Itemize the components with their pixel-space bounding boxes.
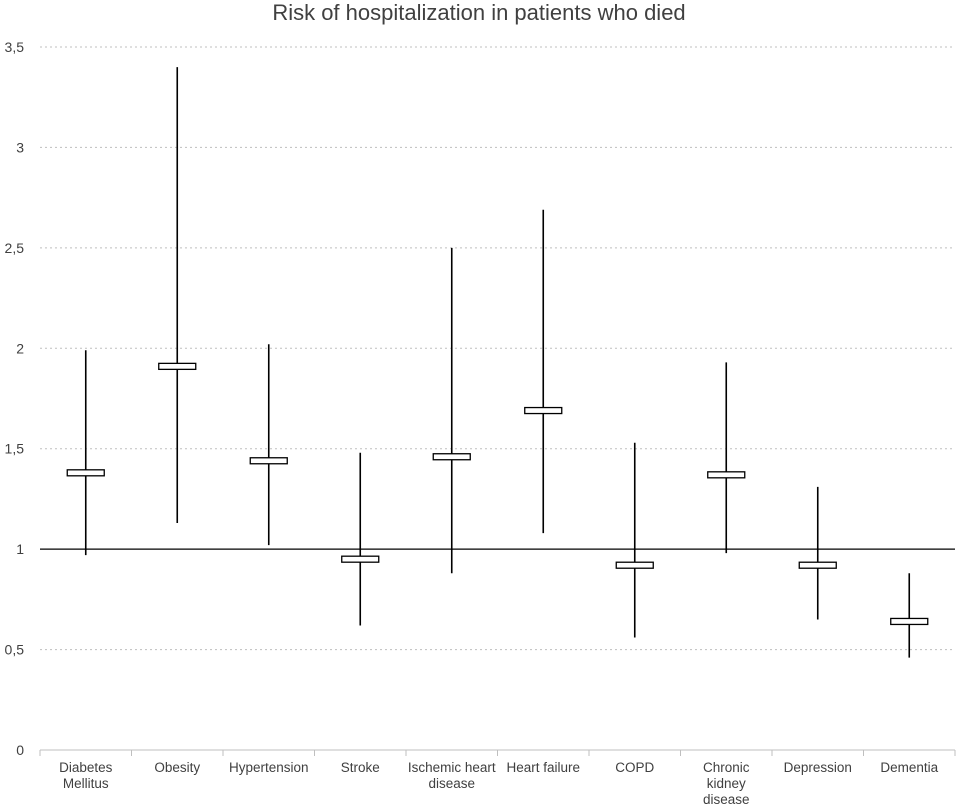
category-label: Hypertension [229,760,309,775]
category-label-line: Diabetes [59,760,113,775]
estimate-marker [524,406,563,415]
category-label-line: disease [428,776,475,791]
category-label: Diabetes Mellitus [59,760,113,791]
chart-title: Risk of hospitalization in patients who … [272,0,685,25]
y-tick-label: 1,5 [5,441,25,457]
category-label-line: Obesity [154,760,200,775]
estimate-marker [249,457,288,465]
category-label-line: disease [703,792,750,806]
category-label-line: Ischemic heart [408,760,496,775]
category-label-line: kidney [707,776,746,791]
estimate-marker [890,617,929,626]
category-label: Stroke [341,760,380,775]
category-label-line: Chronic [703,760,750,775]
category-label: Ischemic heart disease [408,760,496,791]
y-tick-label: 3,5 [5,39,25,55]
category-label-line: Mellitus [63,776,109,791]
estimate-marker [66,469,105,477]
y-tick-label: 2,5 [5,240,25,256]
y-tick-label: 3 [16,139,24,155]
estimate-marker [798,561,837,569]
axes: 0 0,5 1 1,5 2 2,5 3 3,5 [5,39,956,758]
category-label: Depression [784,760,852,775]
y-tick-label: 0,5 [5,642,25,658]
y-tick-label: 0 [16,742,24,758]
category-label-line: Heart failure [506,760,580,775]
estimate-marker [341,555,380,563]
category-label-line: Dementia [880,760,938,775]
category-labels: Diabetes Mellitus Obesity Hypertension Strok… [59,760,939,806]
category-label: Dementia [880,760,938,775]
estimate-marker [432,453,471,461]
estimate-marker [707,471,746,479]
estimate-marker [615,561,654,569]
category-label-line: COPD [615,760,654,775]
y-tick-label: 1 [16,541,24,557]
category-label-line: Hypertension [229,760,309,775]
category-label-line: Depression [784,760,852,775]
category-label: COPD [615,760,654,775]
category-label: Chronic kidney disease [703,760,750,806]
y-tick-label: 2 [16,340,24,356]
error-bars [66,67,929,658]
category-label: Obesity [154,760,200,775]
estimate-marker [158,362,197,371]
category-label-line: Stroke [341,760,380,775]
category-label: Heart failure [506,760,580,775]
